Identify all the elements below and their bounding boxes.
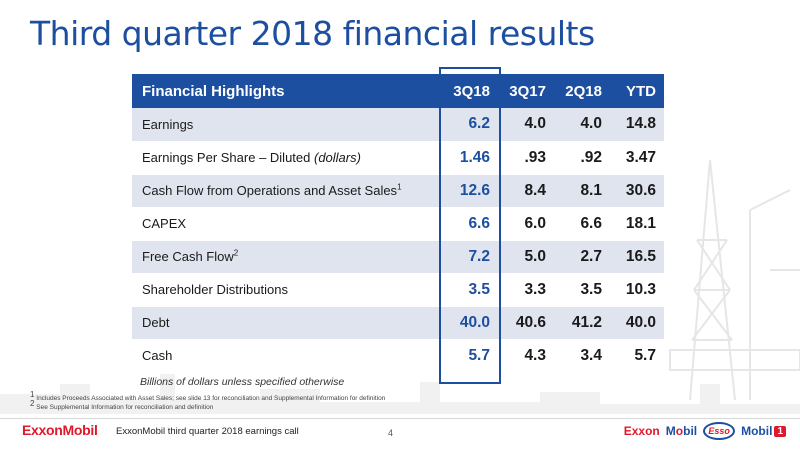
row-label: Earnings	[132, 108, 438, 142]
cell-value: 12.6	[438, 174, 498, 208]
mobil1-logo: Mobil 1	[741, 424, 786, 438]
cell-value: 1.46	[438, 141, 498, 175]
footnote-2: 2 See Supplemental Information for recon…	[30, 398, 214, 411]
exxonmobil-logo: ExxonMobil	[22, 422, 98, 438]
cell-value: 40.6	[498, 306, 554, 340]
exxon-logo: Exxon	[623, 424, 660, 438]
cell-value: 6.6	[438, 207, 498, 241]
cell-value: 8.1	[554, 174, 610, 208]
row-label: Cash	[132, 339, 438, 373]
cell-value: 40.0	[438, 306, 498, 340]
cell-value: 3.5	[554, 273, 610, 307]
row-label: Earnings Per Share – Diluted (dollars)	[132, 141, 438, 175]
cell-value: 3.4	[554, 339, 610, 373]
cell-value: 41.2	[554, 306, 610, 340]
table-header-row: Financial Highlights 3Q18 3Q17 2Q18 YTD	[132, 74, 664, 108]
mobil-logo: Mobil	[665, 424, 698, 438]
cell-value: 5.7	[438, 339, 498, 373]
cell-value: 4.0	[498, 108, 554, 142]
cell-value: 4.3	[498, 339, 554, 373]
cell-value: 18.1	[610, 207, 664, 241]
row-label: Shareholder Distributions	[132, 273, 438, 307]
cell-value: 8.4	[498, 174, 554, 208]
cell-value: 6.0	[498, 207, 554, 241]
cell-value: 40.0	[610, 306, 664, 340]
column-header: 3Q18	[438, 74, 498, 108]
cell-value: 3.3	[498, 273, 554, 307]
table-row: CAPEX 6.6 6.0 6.6 18.1	[132, 207, 664, 241]
footnotes: 1 Includes Proceeds Associated with Asse…	[30, 389, 386, 412]
cell-value: 30.6	[610, 174, 664, 208]
cell-value: 5.0	[498, 240, 554, 274]
slide-title: Third quarter 2018 financial results	[30, 14, 595, 53]
cell-value: 10.3	[610, 273, 664, 307]
table-row: Shareholder Distributions 3.5 3.3 3.5 10…	[132, 273, 664, 307]
brand-logos: Exxon Mobil Esso Mobil 1	[624, 422, 786, 440]
table-row: Earnings 6.2 4.0 4.0 14.8	[132, 108, 664, 142]
cell-value: 16.5	[610, 240, 664, 274]
table-row: Free Cash Flow2 7.2 5.0 2.7 16.5	[132, 240, 664, 274]
row-label: CAPEX	[132, 207, 438, 241]
cell-value: 3.47	[610, 141, 664, 175]
column-header: YTD	[610, 74, 664, 108]
table-row: Cash 5.7 4.3 3.4 5.7	[132, 339, 664, 373]
row-label: Debt	[132, 306, 438, 340]
financial-highlights-table: Financial Highlights 3Q18 3Q17 2Q18 YTD …	[132, 74, 664, 373]
cell-value: 2.7	[554, 240, 610, 274]
oil-rig-illustration	[669, 159, 800, 401]
table-row: Cash Flow from Operations and Asset Sale…	[132, 174, 664, 208]
footnote-1: 1 Includes Proceeds Associated with Asse…	[30, 389, 386, 402]
cell-value: .92	[554, 141, 610, 175]
footer-divider	[0, 418, 800, 419]
row-label-unit: (dollars)	[313, 150, 361, 165]
table-row: Earnings Per Share – Diluted (dollars) 1…	[132, 141, 664, 175]
footnote-marker: 2	[233, 248, 239, 258]
row-label: Free Cash Flow2	[132, 240, 438, 274]
unit-note: Billions of dollars unless specified oth…	[140, 376, 345, 388]
cell-value: 14.8	[610, 108, 664, 142]
cell-value: 3.5	[438, 273, 498, 307]
cell-value: 5.7	[610, 339, 664, 373]
cell-value: .93	[498, 141, 554, 175]
cell-value: 7.2	[438, 240, 498, 274]
cell-value: 6.6	[554, 207, 610, 241]
cell-value: 6.2	[438, 108, 498, 142]
table-row: Debt 40.0 40.6 41.2 40.0	[132, 306, 664, 340]
footer-text: ExxonMobil third quarter 2018 earnings c…	[116, 426, 299, 437]
column-header: 3Q17	[498, 74, 554, 108]
row-label: Cash Flow from Operations and Asset Sale…	[132, 174, 438, 208]
column-header: Financial Highlights	[132, 74, 438, 108]
footnote-marker: 1	[397, 182, 402, 192]
page-number: 4	[388, 428, 394, 438]
esso-logo: Esso	[703, 422, 736, 440]
industrial-skyline-illustration	[0, 374, 800, 414]
cell-value: 4.0	[554, 108, 610, 142]
column-header: 2Q18	[554, 74, 610, 108]
